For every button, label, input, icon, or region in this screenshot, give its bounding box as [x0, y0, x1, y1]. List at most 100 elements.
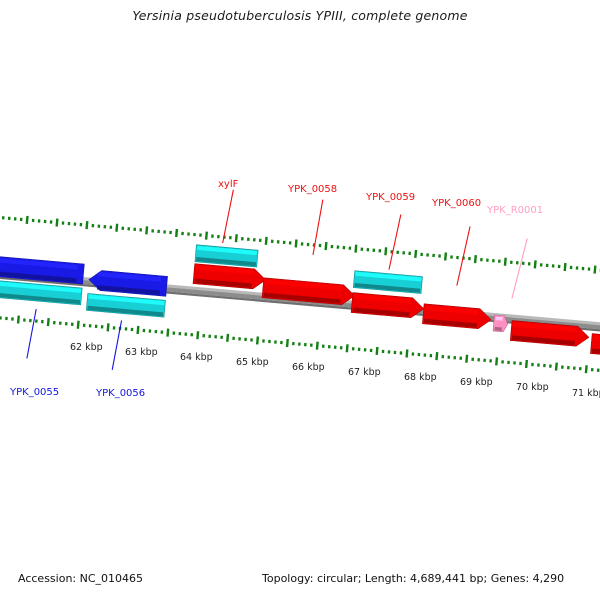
ruler-tick — [411, 352, 415, 356]
cds-feature[interactable] — [352, 270, 423, 294]
ruler-tick — [581, 266, 585, 271]
ruler-tick — [276, 240, 280, 244]
ruler-tick — [11, 317, 14, 321]
ruler-tick — [557, 264, 561, 269]
feature-label: YPK_0059 — [365, 192, 415, 203]
ruler-tick — [172, 331, 176, 335]
ruler-tick — [318, 243, 322, 248]
ruler-tick — [471, 357, 475, 361]
gene-arrow-shadow — [511, 335, 575, 346]
feature-leader-line — [26, 308, 37, 359]
tick-row-bottom — [0, 315, 600, 374]
ruler-tick — [554, 362, 558, 371]
ruler-tick — [590, 368, 594, 372]
ruler-tick — [202, 334, 206, 338]
gene-feature[interactable] — [0, 254, 85, 285]
ruler-tick — [190, 333, 194, 337]
ruler-label: 65 kbp — [236, 357, 269, 368]
ruler-tick — [70, 322, 74, 326]
ruler-tick — [345, 344, 349, 353]
gene-feature[interactable] — [509, 320, 590, 348]
ruler-tick — [336, 245, 340, 249]
ruler-tick — [572, 366, 576, 370]
ruler-tick — [103, 225, 107, 229]
gene-feature[interactable] — [350, 292, 425, 319]
cds-feature[interactable] — [85, 293, 166, 318]
ruler-tick — [46, 318, 50, 327]
ruler-tick — [294, 239, 298, 248]
ruler-tick — [220, 335, 223, 340]
ruler-tick — [124, 327, 128, 331]
gene-arrow-shadow — [423, 318, 478, 328]
ruler-tick — [420, 252, 423, 257]
gene-feature[interactable] — [88, 270, 168, 297]
ruler-tick — [456, 255, 459, 260]
ruler-tick — [193, 232, 196, 237]
ruler-tick — [443, 252, 448, 261]
ruler-tick — [578, 366, 582, 371]
gene-feature[interactable] — [422, 303, 492, 330]
ruler-tick — [426, 253, 429, 257]
ruler-tick — [49, 220, 53, 224]
ruler-tick — [575, 266, 579, 270]
ruler-tick — [468, 256, 471, 261]
ruler-label: 62 kbp — [70, 342, 103, 353]
ruler-tick — [321, 344, 325, 348]
ruler-tick — [357, 347, 361, 352]
ruler-tick — [232, 336, 235, 341]
ruler-tick — [79, 222, 83, 227]
ruler-tick — [40, 319, 44, 324]
gene-arrow-body[interactable] — [590, 333, 600, 357]
gene-arrow-highlight — [264, 279, 342, 291]
gene-feature[interactable] — [261, 277, 356, 306]
gene-feature[interactable] — [590, 333, 600, 357]
ruler-tick — [360, 247, 364, 251]
ruler-tick — [280, 340, 283, 345]
ruler-tick — [561, 365, 564, 369]
ruler-tick — [330, 244, 334, 249]
ruler-tick — [551, 264, 555, 268]
ruler-tick — [333, 345, 337, 349]
ruler-tick — [130, 327, 134, 332]
ruler-tick — [480, 257, 483, 262]
feature-leader-line — [511, 238, 528, 299]
gene-feature[interactable] — [492, 314, 509, 333]
ruler-tick — [432, 253, 435, 258]
cds-bar-shadow — [87, 305, 164, 317]
ruler-tick — [181, 231, 184, 236]
ruler-tick — [503, 257, 507, 266]
ruler-tick — [23, 318, 26, 322]
ruler-tick — [339, 346, 343, 350]
ruler-tick — [465, 354, 469, 363]
ruler-tick — [250, 338, 253, 342]
ruler-tick — [309, 343, 313, 347]
ruler-tick — [64, 322, 68, 326]
ruler-tick — [384, 247, 388, 256]
cds-bar-highlight — [196, 245, 258, 256]
ruler-tick — [1, 216, 5, 220]
ruler-tick — [234, 234, 238, 243]
gene-arrow-shadow — [592, 348, 600, 356]
ruler-tick — [402, 251, 406, 255]
cds-feature[interactable] — [0, 277, 83, 306]
gene-arrow-shadow — [96, 285, 160, 295]
ruler-tick — [25, 215, 29, 225]
ruler-tick — [255, 336, 260, 345]
cds-feature[interactable] — [194, 244, 259, 268]
ruler-tick — [169, 230, 172, 235]
ruler-tick — [31, 218, 35, 223]
ruler-tick — [492, 259, 495, 263]
ruler-tick — [262, 339, 265, 343]
ruler-tick — [178, 331, 182, 336]
ruler-tick — [238, 337, 241, 341]
ruler-tick — [593, 265, 597, 274]
gene-feature[interactable] — [192, 263, 267, 290]
ruler-tick — [483, 358, 486, 363]
feature-leader-line — [222, 189, 234, 244]
ruler-tick — [387, 350, 391, 354]
ruler-tick — [298, 342, 301, 346]
ruler-tick — [438, 254, 441, 258]
map-rotation-group — [0, 189, 600, 374]
